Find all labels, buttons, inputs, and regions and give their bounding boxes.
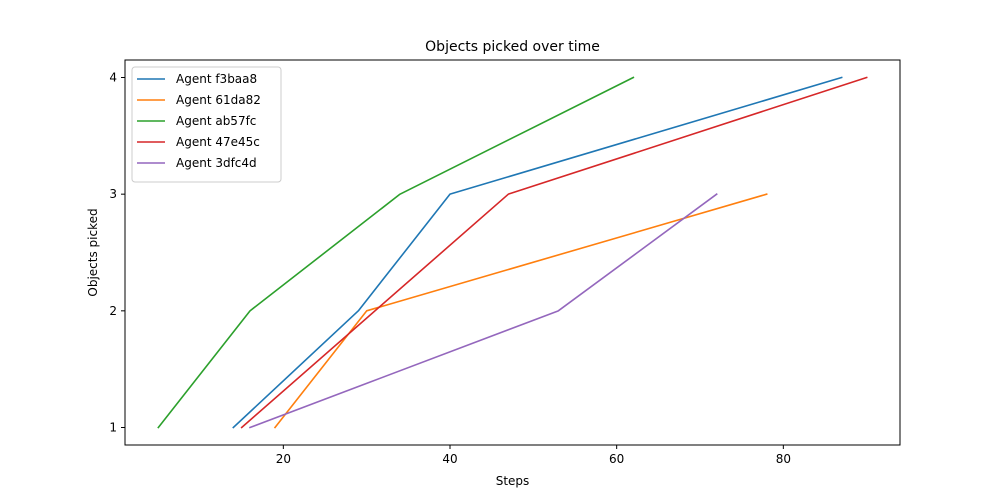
x-tick-label-3: 80 — [776, 452, 791, 466]
legend: Agent f3baa8 Agent 61da82 Agent ab57fc Agen… — [131, 66, 282, 183]
series-line-2 — [157, 76, 635, 429]
chart-title: Objects picked over time — [425, 39, 600, 55]
legend-label-0: Agent f3baa8 — [176, 72, 257, 86]
plot-area-frame — [124, 59, 901, 446]
legend-label-2: Agent ab57fc — [176, 114, 256, 128]
x-axis: 20 40 60 80 — [276, 445, 791, 466]
legend-label-1: Agent 61da82 — [176, 93, 261, 107]
series-layer — [157, 76, 868, 429]
y-tick-label-3: 4 — [109, 71, 117, 85]
series-line-3 — [240, 76, 868, 429]
series-line-1 — [273, 193, 768, 429]
series-line-0 — [232, 76, 843, 429]
y-tick-label-0: 1 — [109, 421, 117, 435]
x-tick-label-0: 20 — [276, 452, 291, 466]
series-line-4 — [248, 193, 718, 429]
y-axis: 1 2 3 4 — [109, 71, 125, 435]
y-axis-label: Objects picked — [86, 208, 100, 296]
legend-label-3: Agent 47e45c — [176, 135, 260, 149]
x-tick-label-2: 60 — [609, 452, 624, 466]
y-tick-label-1: 2 — [109, 304, 117, 318]
x-tick-label-1: 40 — [442, 452, 457, 466]
legend-box — [131, 66, 282, 183]
y-tick-label-2: 3 — [109, 187, 117, 201]
x-axis-label: Steps — [496, 474, 530, 488]
legend-label-4: Agent 3dfc4d — [176, 156, 257, 170]
